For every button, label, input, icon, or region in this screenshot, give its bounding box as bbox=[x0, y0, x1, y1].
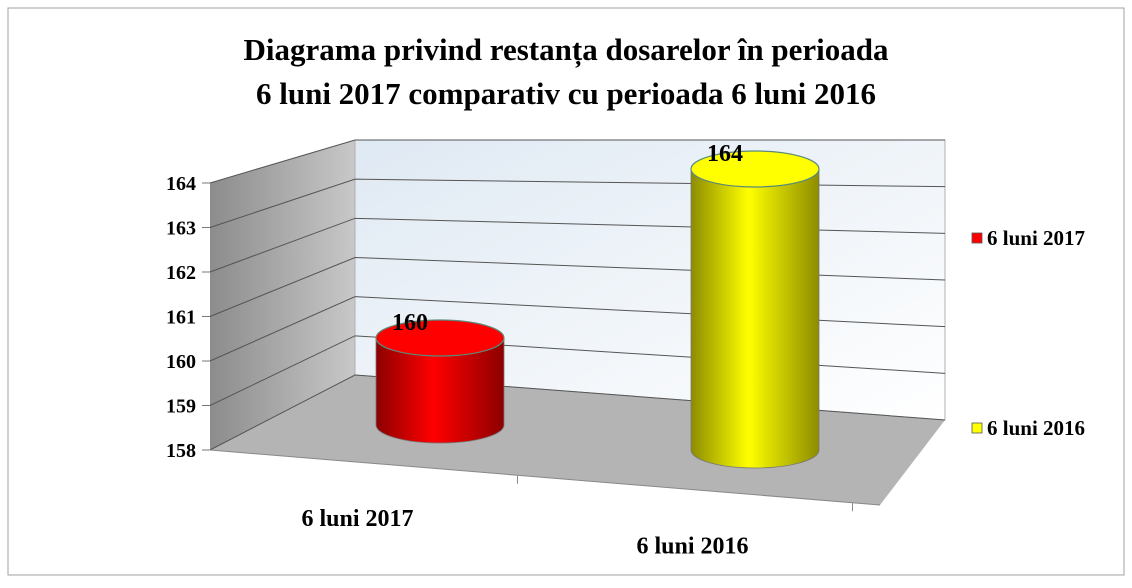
legend-swatch bbox=[971, 422, 983, 434]
grid-line bbox=[209, 139, 945, 184]
bar-top bbox=[690, 150, 820, 188]
legend-swatch bbox=[971, 232, 983, 244]
x-tick-label: 6 luni 2016 bbox=[636, 533, 748, 559]
bar-top bbox=[375, 319, 505, 357]
y-tick-label: 160 bbox=[166, 351, 196, 373]
x-tick-label: 6 luni 2017 bbox=[301, 506, 413, 532]
legend-label: 6 luni 2016 bbox=[987, 416, 1085, 440]
y-tick-label: 163 bbox=[166, 218, 196, 240]
y-tick-label: 162 bbox=[166, 262, 196, 284]
bar bbox=[690, 150, 820, 469]
chart-title: 6 luni 2017 comparativ cu perioada 6 lun… bbox=[256, 76, 876, 111]
y-tick-label: 161 bbox=[166, 307, 196, 329]
chart-border bbox=[7, 7, 1125, 576]
data-label: 160 bbox=[392, 310, 428, 336]
y-tick-label: 164 bbox=[166, 173, 196, 195]
left-wall bbox=[210, 140, 355, 450]
x-axis bbox=[209, 449, 881, 506]
legend-label: 6 luni 2017 bbox=[987, 226, 1085, 250]
bar-body bbox=[375, 337, 505, 444]
y-tick-label: 158 bbox=[166, 440, 196, 462]
chart-title: Diagrama privind restanța dosarelor în p… bbox=[244, 32, 889, 68]
bar-body bbox=[690, 168, 820, 469]
y-tick-label: 159 bbox=[166, 396, 196, 418]
bar bbox=[375, 319, 505, 444]
data-label: 164 bbox=[707, 141, 743, 167]
